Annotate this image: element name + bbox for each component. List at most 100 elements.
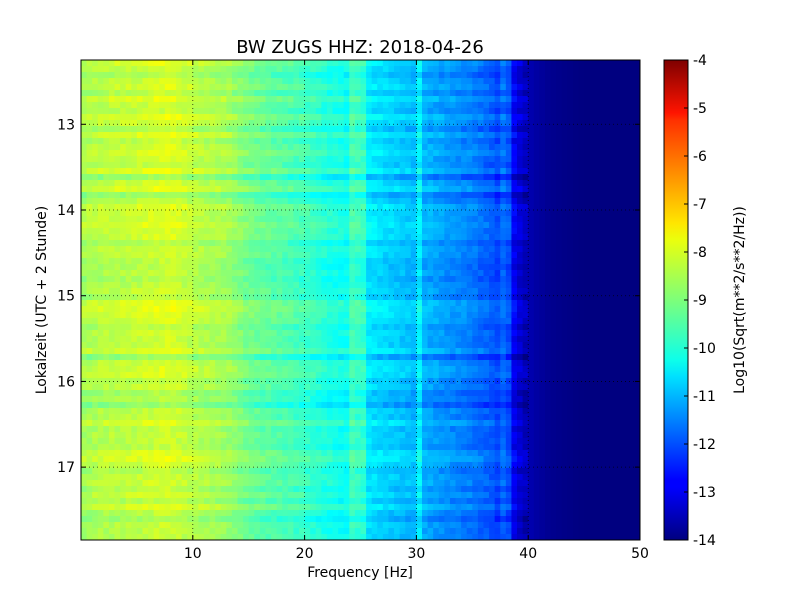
heatmap-cell: [517, 318, 524, 325]
heatmap-cell: [628, 96, 636, 103]
heatmap-cell: [136, 258, 144, 265]
heatmap-cell: [561, 336, 568, 343]
heatmap-cell: [500, 168, 507, 175]
heatmap-cell: [550, 78, 557, 85]
heatmap-cell: [617, 282, 624, 289]
heatmap-cell: [304, 66, 311, 73]
heatmap-cell: [511, 354, 518, 361]
heatmap-cell: [125, 150, 132, 157]
heatmap-cell: [299, 210, 306, 217]
heatmap-cell: [131, 216, 138, 223]
heatmap-cell: [209, 156, 216, 163]
heatmap-cell: [388, 66, 395, 73]
heatmap-cell: [231, 174, 239, 181]
heatmap-cell: [125, 240, 132, 247]
heatmap-cell: [494, 174, 501, 181]
heatmap-cell: [259, 210, 267, 217]
heatmap-cell: [371, 204, 378, 211]
heatmap-cell: [243, 312, 250, 319]
heatmap-cell: [254, 252, 261, 259]
heatmap-cell: [584, 306, 591, 313]
heatmap-cell: [567, 222, 574, 229]
heatmap-cell: [394, 276, 401, 283]
heatmap-cell: [606, 102, 613, 109]
heatmap-cell: [293, 108, 300, 115]
heatmap-cell: [343, 270, 350, 277]
heatmap-cell: [561, 66, 568, 73]
heatmap-cell: [125, 288, 132, 295]
heatmap-cell: [259, 198, 267, 205]
heatmap-cell: [220, 336, 227, 343]
heatmap-cell: [494, 342, 501, 349]
heatmap-cell: [628, 186, 636, 193]
heatmap-cell: [567, 318, 574, 325]
heatmap-cell: [354, 234, 362, 241]
heatmap-cell: [354, 282, 362, 289]
heatmap-cell: [600, 156, 608, 163]
heatmap-cell: [321, 336, 328, 343]
heatmap-cell: [125, 270, 132, 277]
heatmap-cell: [181, 258, 188, 265]
heatmap-cell: [623, 330, 630, 337]
heatmap-cell: [600, 102, 608, 109]
heatmap-cell: [634, 282, 640, 289]
heatmap-cell: [153, 240, 160, 247]
heatmap-cell: [148, 108, 155, 115]
heatmap-cell: [489, 348, 496, 355]
heatmap-cell: [304, 342, 311, 349]
heatmap-cell: [477, 198, 485, 205]
heatmap-cell: [326, 108, 334, 115]
heatmap-cell: [231, 324, 239, 331]
heatmap-cell: [438, 156, 445, 163]
heatmap-cell: [394, 90, 401, 97]
heatmap-cell: [209, 270, 216, 277]
heatmap-cell: [371, 288, 378, 295]
heatmap-cell: [271, 84, 278, 91]
heatmap-cell: [108, 306, 116, 313]
heatmap-cell: [589, 324, 596, 331]
heatmap-cell: [444, 102, 451, 109]
heatmap-cell: [427, 108, 434, 115]
heatmap-cell: [438, 324, 445, 331]
heatmap-cell: [528, 156, 535, 163]
heatmap-cell: [399, 138, 406, 145]
heatmap-cell: [589, 234, 596, 241]
heatmap-cell: [600, 204, 608, 211]
heatmap-cell: [377, 240, 384, 247]
heatmap-cell: [544, 138, 552, 145]
heatmap-cell: [282, 186, 289, 193]
heatmap-cell: [377, 96, 384, 103]
heatmap-cell: [203, 120, 211, 127]
heatmap-cell: [584, 342, 591, 349]
heatmap-cell: [578, 144, 585, 151]
heatmap-cell: [354, 132, 362, 139]
heatmap-cell: [304, 318, 311, 325]
heatmap-cell: [612, 252, 619, 259]
heatmap-cell: [265, 126, 272, 133]
heatmap-cell: [377, 312, 384, 319]
heatmap-cell: [159, 198, 166, 205]
heatmap-cell: [92, 234, 99, 241]
heatmap-cell: [528, 330, 535, 337]
heatmap-cell: [572, 288, 580, 295]
heatmap-cell: [215, 312, 222, 319]
heatmap-cell: [265, 108, 272, 115]
heatmap-cell: [271, 270, 278, 277]
heatmap-cell: [343, 150, 350, 157]
heatmap-cell: [444, 276, 451, 283]
heatmap-cell: [561, 330, 568, 337]
heatmap-cell: [315, 288, 322, 295]
heatmap-cell: [421, 108, 429, 115]
heatmap-cell: [343, 180, 350, 187]
heatmap-cell: [192, 150, 199, 157]
heatmap-cell: [187, 60, 194, 67]
heatmap-cell: [81, 300, 88, 307]
heatmap-cell: [103, 168, 110, 175]
heatmap-cell: [539, 258, 546, 265]
heatmap-cell: [310, 318, 317, 325]
heatmap-cell: [578, 66, 585, 73]
heatmap-cell: [561, 306, 568, 313]
heatmap-cell: [276, 138, 283, 145]
heatmap-cell: [142, 312, 149, 319]
heatmap-cell: [315, 198, 322, 205]
